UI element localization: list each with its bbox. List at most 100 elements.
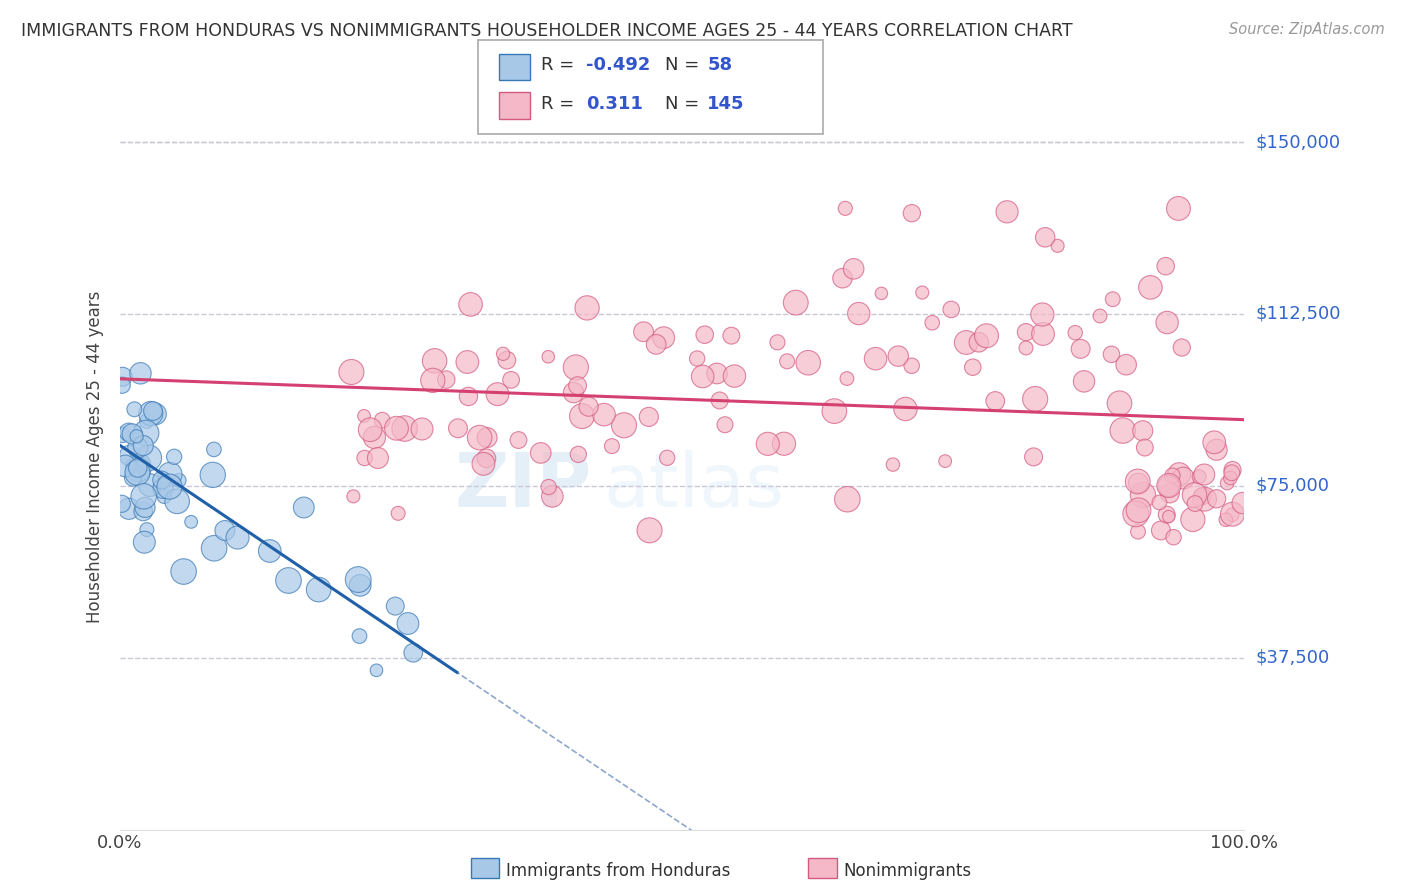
Point (359, 423, 381, 437)
Text: 58: 58 (707, 56, 733, 74)
Point (686, 351, 709, 366)
Point (1132, 488, 1154, 502)
Point (122, 471, 145, 485)
Point (132, 504, 155, 518)
Point (1157, 479, 1180, 493)
Point (423, 354, 446, 368)
Point (371, 413, 394, 427)
Point (593, 408, 616, 422)
Point (434, 373, 457, 387)
Point (571, 409, 593, 423)
Point (835, 371, 858, 385)
Point (911, 285, 934, 300)
Point (1171, 341, 1194, 355)
Point (1219, 471, 1241, 485)
Text: $75,000: $75,000 (1256, 477, 1330, 495)
Point (1215, 513, 1237, 527)
Text: R =: R = (541, 95, 581, 113)
Text: Immigrants from Honduras: Immigrants from Honduras (506, 862, 731, 880)
Point (125, 429, 148, 443)
Point (562, 385, 585, 400)
Text: R =: R = (541, 56, 581, 74)
Point (995, 204, 1018, 219)
Point (865, 351, 887, 366)
Point (308, 582, 330, 597)
Point (347, 573, 370, 587)
Point (163, 450, 186, 464)
Point (1150, 524, 1173, 538)
Point (508, 433, 530, 447)
Point (1194, 492, 1216, 507)
Point (349, 578, 371, 592)
Text: $150,000: $150,000 (1256, 133, 1340, 151)
Point (411, 422, 433, 436)
Point (1128, 503, 1150, 517)
Point (1031, 308, 1053, 322)
Point (340, 365, 363, 379)
Point (882, 458, 904, 472)
Point (292, 500, 315, 515)
Point (1046, 239, 1069, 253)
Point (1168, 467, 1191, 482)
Point (342, 489, 364, 503)
Point (486, 387, 509, 401)
Point (530, 446, 553, 460)
Point (1157, 478, 1180, 492)
Point (214, 524, 236, 538)
Point (1205, 491, 1227, 506)
Point (167, 474, 190, 488)
Point (111, 369, 134, 384)
Point (138, 450, 160, 465)
Point (1033, 230, 1056, 244)
Point (1161, 468, 1184, 483)
Point (578, 400, 600, 414)
Point (1115, 358, 1137, 372)
Point (541, 489, 564, 503)
Point (837, 492, 859, 507)
Point (955, 335, 977, 350)
Point (576, 301, 599, 315)
Point (723, 369, 745, 384)
Point (1184, 497, 1206, 511)
Text: $112,500: $112,500 (1256, 305, 1341, 323)
Point (1108, 396, 1130, 410)
Point (1188, 469, 1211, 483)
Point (139, 407, 162, 421)
Point (934, 454, 956, 468)
Point (202, 442, 225, 457)
Point (773, 436, 796, 450)
Point (180, 515, 202, 529)
Point (472, 457, 495, 471)
Point (709, 393, 731, 408)
Point (259, 544, 281, 558)
Point (901, 206, 924, 220)
Point (127, 462, 149, 476)
Point (111, 497, 134, 511)
Point (633, 325, 655, 339)
Point (152, 481, 174, 495)
Point (132, 489, 155, 503)
Point (468, 431, 491, 445)
Point (422, 373, 444, 387)
Point (645, 337, 668, 351)
Point (1015, 341, 1038, 355)
Point (797, 356, 820, 370)
Point (447, 421, 470, 435)
Point (962, 360, 984, 375)
Point (967, 335, 990, 350)
Point (976, 328, 998, 343)
Point (226, 531, 249, 545)
Point (145, 407, 167, 421)
Point (117, 425, 139, 440)
Point (823, 404, 845, 418)
Point (135, 414, 157, 428)
Point (121, 458, 143, 472)
Point (353, 409, 375, 423)
Point (402, 646, 425, 660)
Point (1205, 442, 1227, 457)
Point (1232, 496, 1254, 510)
Text: 145: 145 (707, 95, 745, 113)
Point (894, 401, 917, 416)
Point (153, 489, 176, 503)
Point (848, 307, 870, 321)
